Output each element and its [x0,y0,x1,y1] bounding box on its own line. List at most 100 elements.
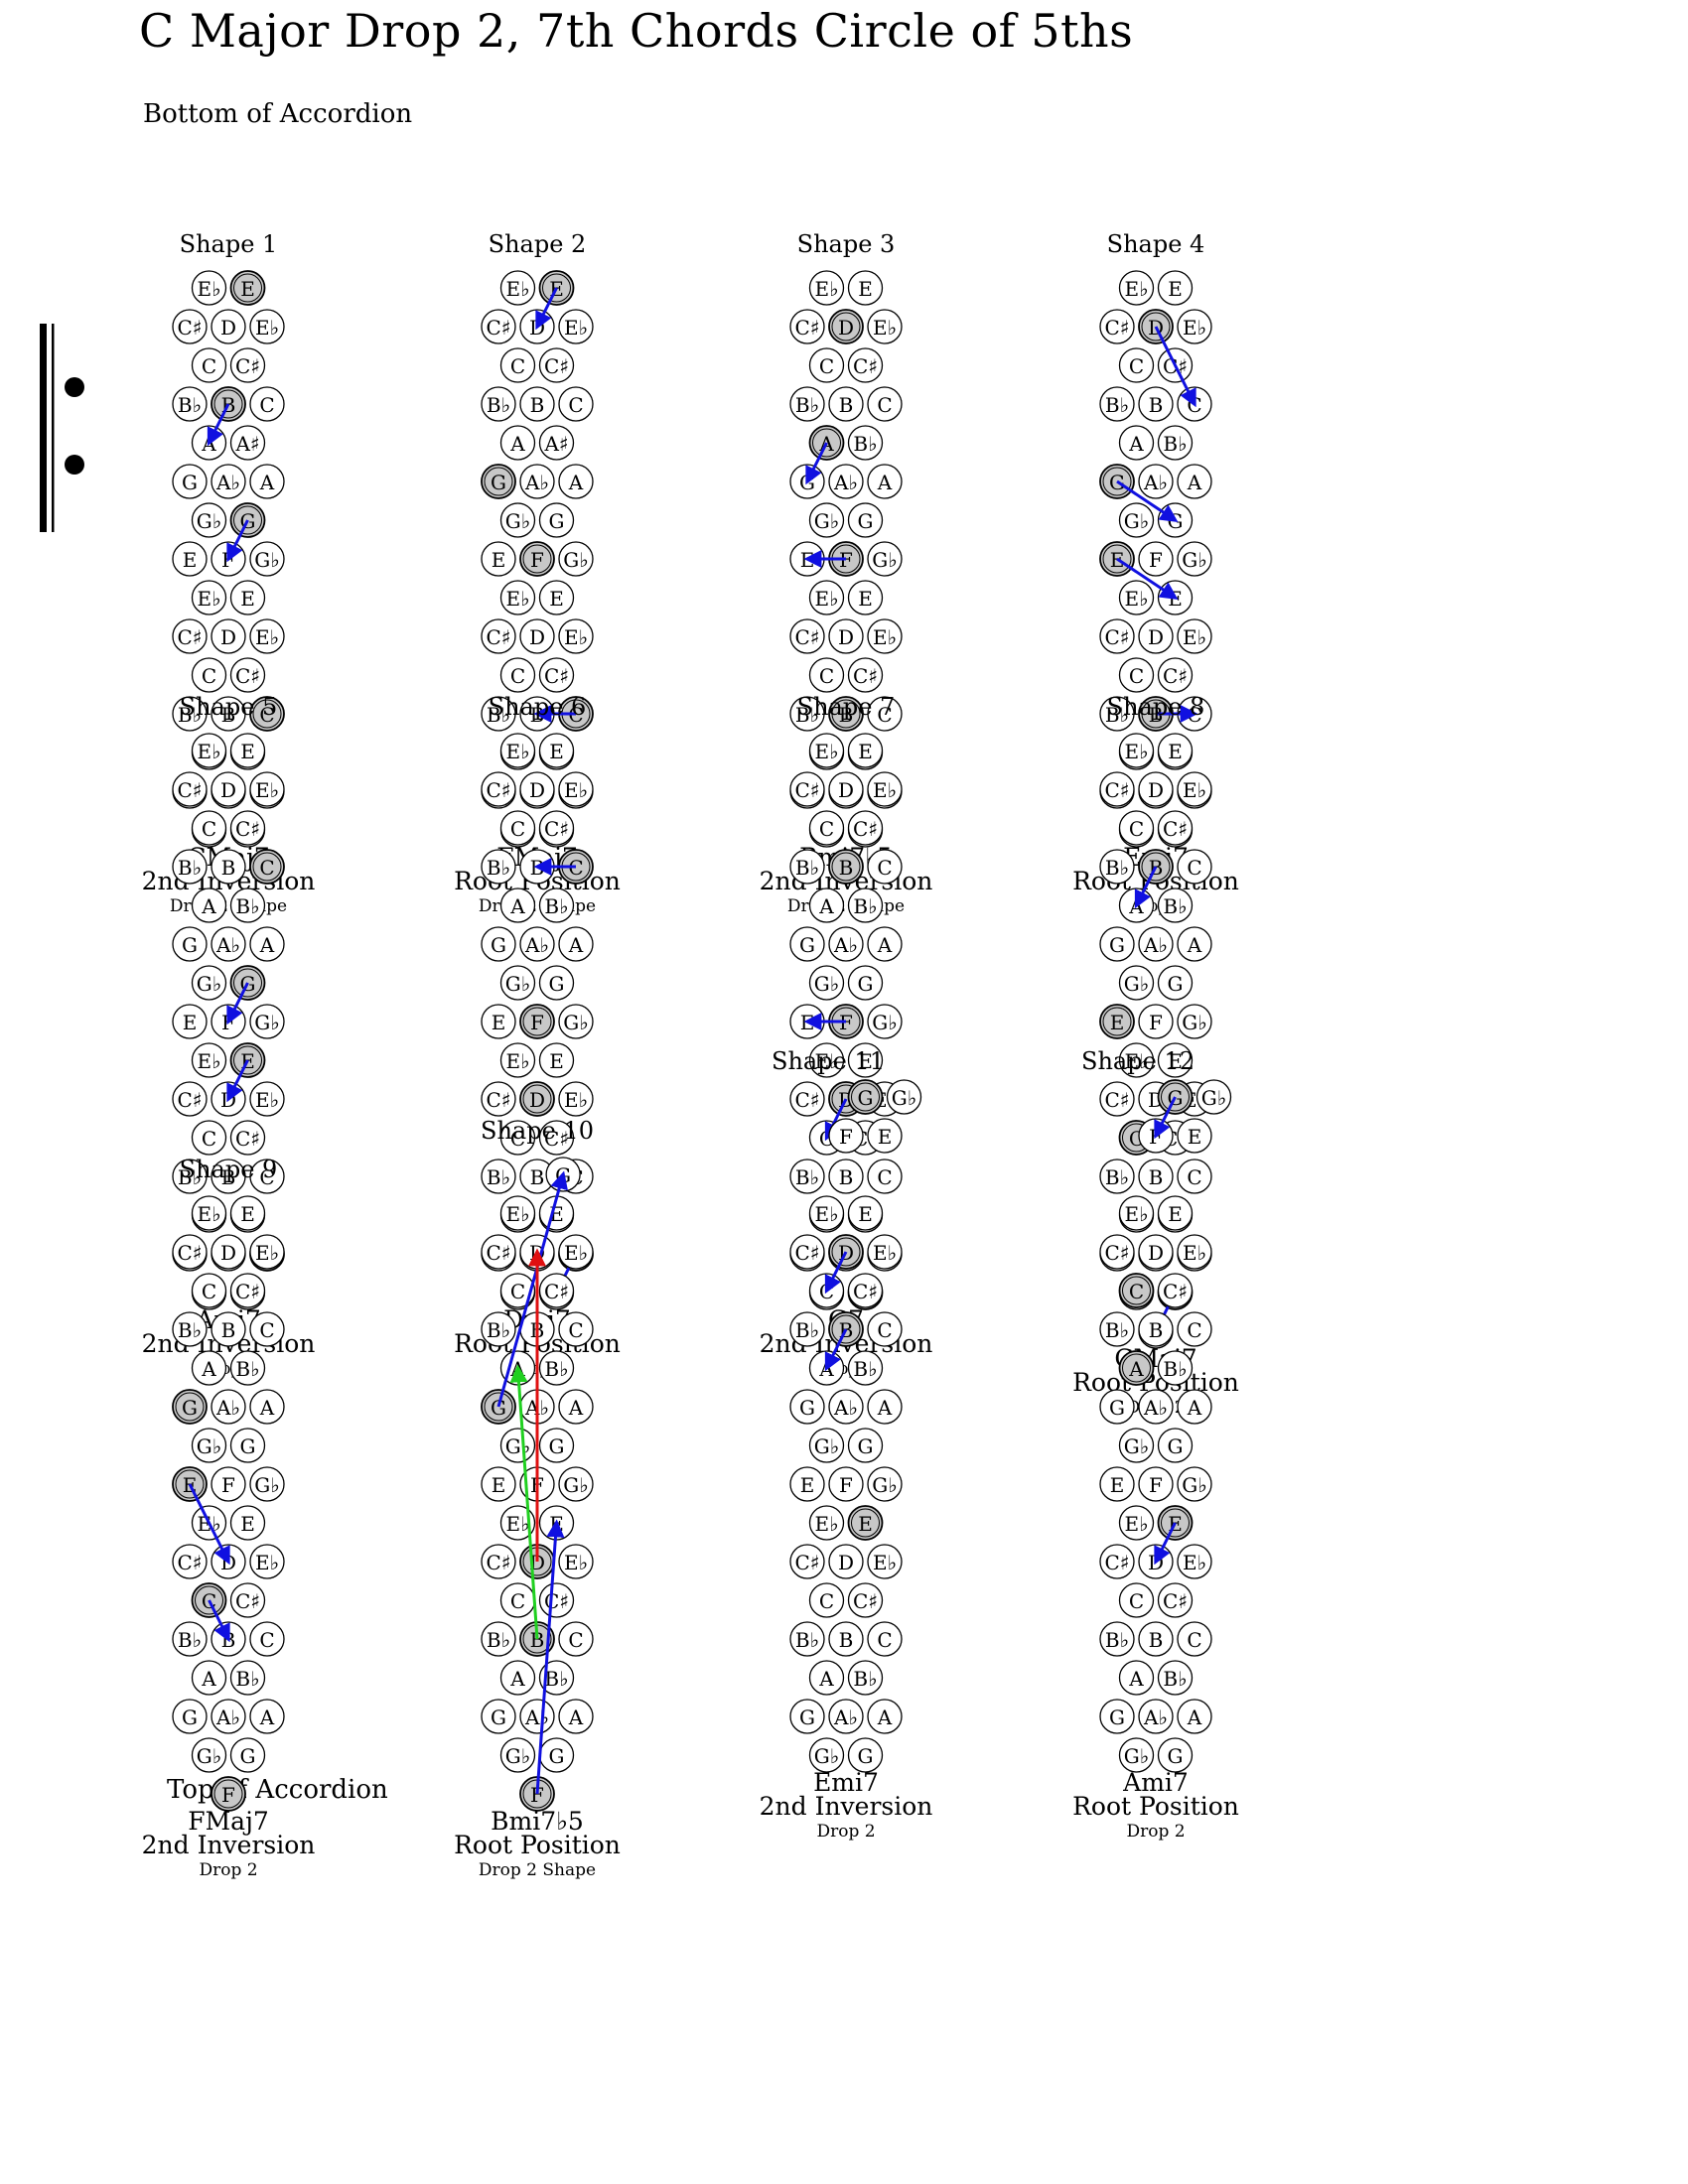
svg-text:E: E [240,1202,255,1226]
svg-text:B♭: B♭ [1105,1165,1129,1189]
svg-text:D: D [838,778,854,802]
svg-text:A: A [1128,1357,1144,1381]
svg-text:G♭: G♭ [254,1473,279,1497]
svg-text:G: G [1168,1434,1184,1458]
svg-text:C♯: C♯ [235,1127,260,1151]
button-e: E [1157,733,1194,768]
svg-text:E♭: E♭ [1124,1202,1148,1226]
button-e-flat: E♭ [867,309,903,344]
button-e: E [789,1466,825,1502]
button-b-flat: B♭ [172,386,208,422]
svg-text:A♭: A♭ [524,471,549,494]
button-d: D [828,309,864,344]
svg-text:E♭: E♭ [564,625,588,649]
svg-text:B♭: B♭ [1105,393,1129,417]
svg-text:B♭: B♭ [1105,1318,1129,1342]
button-c: C [249,1311,285,1347]
svg-text:G: G [1109,933,1125,957]
top-of-accordion-label: Top of Accordion [167,1775,388,1805]
svg-text:B♭: B♭ [178,1165,202,1189]
svg-text:G♭: G♭ [197,1434,221,1458]
svg-text:F: F [221,1473,235,1497]
svg-text:E♭: E♭ [1183,316,1206,340]
svg-text:E♭: E♭ [505,277,529,301]
button-c-sharp: C♯ [789,618,825,654]
button-c-sharp: C♯ [172,618,208,654]
button-e-flat: E♭ [1118,270,1155,306]
svg-text:B: B [530,1628,545,1652]
button-e: E [847,1042,884,1078]
svg-text:C: C [510,1280,525,1303]
button-a: A [249,464,285,499]
svg-text:C: C [877,1628,892,1652]
chord-name: Bmi7♭5 [491,1807,584,1836]
svg-text:B♭: B♭ [544,894,568,918]
button-g-flat: G♭ [558,1466,594,1502]
svg-text:C: C [819,664,834,688]
button-c: C [499,347,536,383]
svg-text:C♯: C♯ [178,316,203,340]
button-c-sharp: C♯ [1099,1544,1135,1579]
shape-panel-12: Shape 12GG♭FEE♭EC♯DE♭CC♯B♭BCAB♭GA♭AG♭GEF… [1072,1047,1239,1842]
svg-text:C♯: C♯ [544,1280,569,1303]
button-g-flat: G♭ [1118,1428,1155,1463]
svg-text:C: C [510,1589,525,1613]
button-a: A [558,464,594,499]
svg-text:C♯: C♯ [235,354,260,378]
button-b: B [828,1621,864,1657]
svg-text:G: G [549,972,565,996]
svg-text:C♯: C♯ [487,1551,511,1574]
button-e-flat: E♭ [499,1195,536,1231]
svg-text:B♭: B♭ [853,894,877,918]
svg-text:A♭: A♭ [833,471,858,494]
button-e-flat: E♭ [499,270,536,306]
svg-text:E♭: E♭ [255,778,279,802]
button-g: G [172,464,208,499]
svg-text:A♭: A♭ [833,933,858,957]
button-b-flat: B♭ [789,696,825,732]
svg-text:C♯: C♯ [795,1088,820,1112]
svg-text:C♯: C♯ [178,1551,203,1574]
svg-text:C♯: C♯ [487,316,511,340]
button-a-sharp: A♯ [538,425,575,461]
svg-text:E♭: E♭ [814,1202,838,1226]
button-b-flat: B♭ [538,1660,575,1696]
arrow-blue [188,1483,230,1566]
svg-text:E♭: E♭ [505,1049,529,1073]
button-e-flat: E♭ [558,771,594,807]
button-g: G [481,926,516,962]
button-a-flat: A♭ [828,1389,864,1425]
svg-text:E♭: E♭ [814,587,838,611]
svg-text:G♭: G♭ [1182,548,1206,572]
svg-text:E♭: E♭ [1183,625,1206,649]
arrow-blue [226,1059,249,1103]
svg-text:A: A [1128,1667,1144,1691]
svg-text:G: G [858,1434,874,1458]
button-c-sharp: C♯ [229,347,266,383]
svg-text:B♭: B♭ [1163,432,1187,456]
button-d: D [519,618,555,654]
button-e: E [1157,270,1194,306]
button-c-sharp: C♯ [789,1234,825,1270]
svg-text:G♭: G♭ [1124,972,1149,996]
svg-text:D: D [220,1551,236,1574]
svg-text:B♭: B♭ [795,1628,819,1652]
svg-text:E: E [1168,740,1183,763]
button-e-flat: E♭ [808,1505,845,1541]
svg-text:E♭: E♭ [564,778,588,802]
svg-text:E: E [240,740,255,763]
arrow-green [509,1364,539,1640]
button-a-flat: A♭ [1138,1699,1174,1734]
svg-text:E♭: E♭ [255,316,279,340]
button-b: B [211,1159,246,1194]
svg-text:A: A [259,933,275,957]
svg-text:G♭: G♭ [1124,509,1149,533]
svg-text:G: G [549,1434,565,1458]
svg-text:B♭: B♭ [178,1318,202,1342]
button-c-sharp: C♯ [789,1081,825,1117]
svg-text:A: A [568,1706,584,1729]
button-c: C [1118,810,1155,846]
svg-text:B♭: B♭ [1105,856,1129,880]
button-g-flat: G♭ [558,1004,594,1039]
button-d: D [1138,1234,1174,1270]
